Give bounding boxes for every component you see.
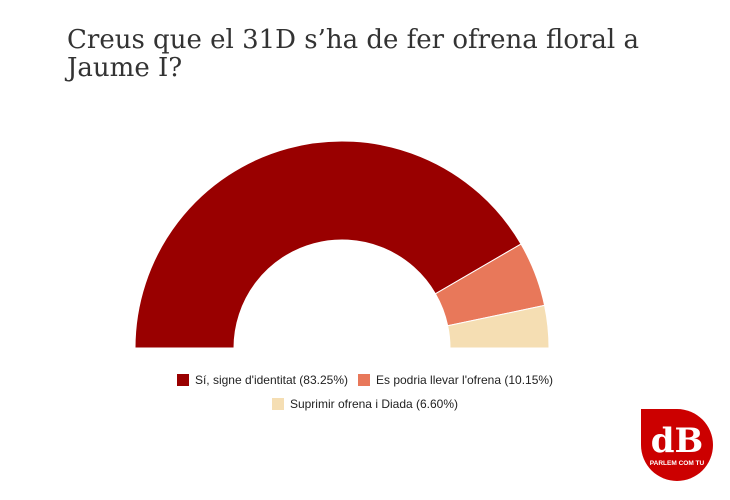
db-logo: dB PARLEM COM TU [641,409,713,481]
legend-item-suprimir[interactable]: Suprimir ofrena i Diada (6.60%) [271,397,459,411]
chart-legend: Sí, signe d'identitat (83.25%) Es podria… [0,368,730,416]
legend-item-si[interactable]: Sí, signe d'identitat (83.25%) [176,373,348,387]
legend-label-si: Sí, signe d'identitat (83.25%) [194,373,348,387]
legend-label-llevar: Es podria llevar l'ofrena (10.15%) [376,373,554,387]
logo-tagline: PARLEM COM TU [650,460,705,467]
logo-text: dB [651,421,704,461]
legend-swatch-si [176,374,189,386]
logo-corner [641,409,677,445]
chart-title: Creus que el 31D s’ha de fer ofrena flor… [67,25,639,83]
legend-label-suprimir: Suprimir ofrena i Diada (6.60%) [289,397,459,411]
chart-slices [134,140,550,349]
legend-item-llevar[interactable]: Es podria llevar l'ofrena (10.15%) [358,373,553,387]
legend-row-2: Suprimir ofrena i Diada (6.60%) [0,392,730,416]
legend-swatch-llevar [358,374,370,386]
slice-si[interactable] [134,140,522,349]
semi-donut-chart [134,140,550,349]
slice-suprimir[interactable] [447,304,550,349]
legend-row-1: Sí, signe d'identitat (83.25%) Es podria… [0,368,730,392]
legend-swatch-suprimir [271,398,284,410]
